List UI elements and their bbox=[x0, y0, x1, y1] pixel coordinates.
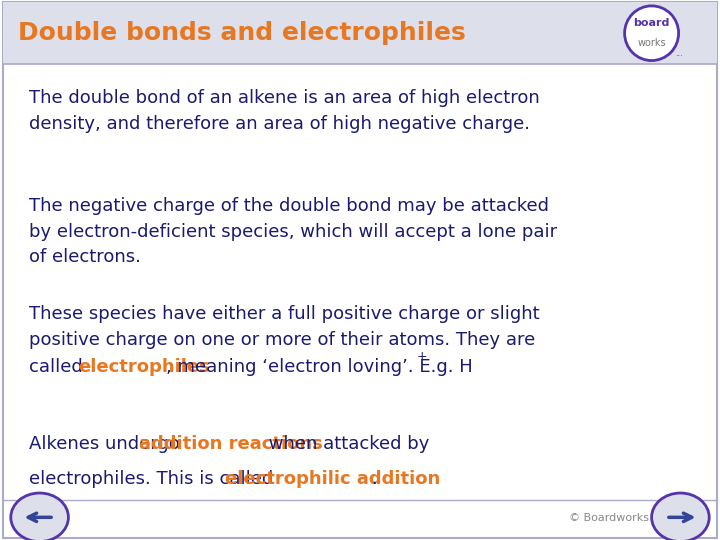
Text: 3 of 34: 3 of 34 bbox=[18, 513, 57, 523]
Text: ...: ... bbox=[675, 49, 683, 58]
Text: , meaning ‘electron loving’. E.g. H: , meaning ‘electron loving’. E.g. H bbox=[166, 358, 473, 376]
FancyBboxPatch shape bbox=[3, 2, 717, 538]
Text: +: + bbox=[417, 350, 428, 363]
Text: Double bonds and electrophiles: Double bonds and electrophiles bbox=[18, 21, 466, 45]
Text: called: called bbox=[29, 358, 89, 376]
Text: addition reactions: addition reactions bbox=[139, 435, 323, 453]
Text: The double bond of an alkene is an area of high electron
density, and therefore : The double bond of an alkene is an area … bbox=[29, 89, 539, 133]
Text: .: . bbox=[372, 470, 377, 488]
Text: Alkenes undergo: Alkenes undergo bbox=[29, 435, 185, 453]
Text: © Boardworks Ltd 2009: © Boardworks Ltd 2009 bbox=[569, 513, 702, 523]
Text: electrophilic addition: electrophilic addition bbox=[225, 470, 441, 488]
Text: The negative charge of the double bond may be attacked
by electron-deficient spe: The negative charge of the double bond m… bbox=[29, 197, 557, 267]
Ellipse shape bbox=[652, 493, 709, 540]
Text: when attacked by: when attacked by bbox=[263, 435, 429, 453]
Text: These species have either a full positive charge or slight
positive charge on on: These species have either a full positiv… bbox=[29, 305, 539, 349]
Text: board: board bbox=[634, 18, 670, 29]
Text: electrophiles: electrophiles bbox=[78, 358, 210, 376]
Text: electrophiles. This is called: electrophiles. This is called bbox=[29, 470, 279, 488]
Ellipse shape bbox=[625, 6, 679, 60]
FancyBboxPatch shape bbox=[3, 2, 717, 64]
Text: works: works bbox=[637, 38, 666, 48]
Ellipse shape bbox=[11, 493, 68, 540]
